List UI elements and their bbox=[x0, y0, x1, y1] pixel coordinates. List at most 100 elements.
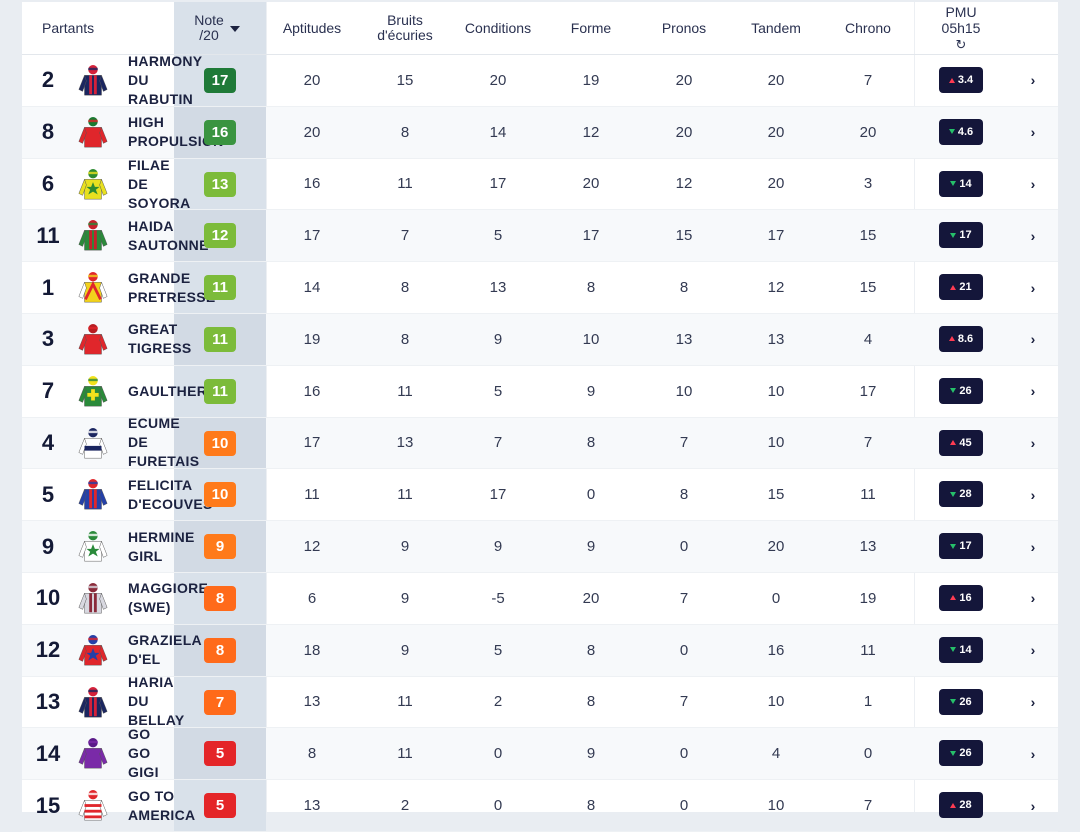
horse-name[interactable]: HARMONY DU RABUTIN bbox=[128, 52, 203, 107]
chevron-right-icon[interactable]: › bbox=[1030, 745, 1036, 762]
horse-name[interactable]: GRANDE PRETRESSE bbox=[128, 269, 216, 305]
horse-name[interactable]: HIGH PROPULSION bbox=[128, 114, 224, 150]
score-aptitudes: 19 bbox=[303, 330, 321, 348]
horse-name[interactable]: HAIDA SAUTONNE bbox=[128, 217, 209, 253]
score-conditions: 14 bbox=[489, 123, 507, 141]
header-tandem[interactable]: Tandem bbox=[751, 19, 801, 36]
score-forme: 17 bbox=[582, 227, 600, 245]
score-tandem: 20 bbox=[767, 123, 785, 141]
table-row[interactable]: 12 GRAZIELA D'EL 8 18 9 5 8 0 16 11 14 › bbox=[22, 624, 1058, 677]
jockey-silk-icon bbox=[76, 322, 110, 358]
chevron-right-icon[interactable]: › bbox=[1030, 279, 1036, 296]
chevron-right-icon[interactable]: › bbox=[1030, 383, 1036, 400]
trend-down-icon bbox=[950, 388, 957, 394]
header-bruits[interactable]: Bruits d'écuries bbox=[358, 2, 452, 54]
score-conditions: 17 bbox=[489, 486, 507, 504]
header-chrono[interactable]: Chrono bbox=[845, 19, 891, 36]
chevron-right-icon[interactable]: › bbox=[1030, 227, 1036, 244]
header-pmu-time: 05h15 bbox=[941, 19, 981, 36]
sort-desc-caret-icon bbox=[230, 26, 240, 32]
score-chrono: 7 bbox=[863, 71, 873, 89]
pmu-odds-value: 4.6 bbox=[957, 125, 974, 138]
score-chrono: 19 bbox=[859, 589, 877, 607]
horse-name[interactable]: ECUME DE FURETAIS bbox=[128, 415, 200, 470]
score-pronos: 7 bbox=[679, 589, 689, 607]
table-row[interactable]: 1 GRANDE PRETRESSE 11 14 8 13 8 8 12 15 21 › bbox=[22, 262, 1058, 314]
horse-name[interactable]: HARIA DU BELLAY bbox=[128, 674, 185, 729]
score-forme: 10 bbox=[582, 330, 600, 348]
runner-number: 1 bbox=[41, 274, 55, 300]
header-note-sort[interactable]: Note /20 bbox=[174, 2, 266, 54]
pmu-odds-value: 14 bbox=[959, 643, 972, 656]
chevron-right-icon[interactable]: › bbox=[1030, 590, 1036, 607]
chevron-right-icon[interactable]: › bbox=[1030, 72, 1036, 89]
horse-name[interactable]: GAULTHER bbox=[128, 382, 208, 399]
score-forme: 12 bbox=[582, 123, 600, 141]
refresh-icon[interactable]: ↻ bbox=[955, 36, 967, 52]
pmu-odds-badge: 14 bbox=[939, 170, 983, 197]
pmu-odds-badge: 4.6 bbox=[939, 118, 983, 145]
chevron-right-icon[interactable]: › bbox=[1030, 642, 1036, 659]
horse-name[interactable]: GREAT TIGRESS bbox=[128, 321, 192, 357]
table-row[interactable]: 13 HARIA DU BELLAY 7 13 11 2 8 7 10 1 26 › bbox=[22, 674, 1058, 729]
pmu-odds-badge: 8.6 bbox=[939, 325, 983, 352]
score-bruits: 9 bbox=[400, 641, 410, 659]
runner-number: 13 bbox=[35, 688, 61, 714]
score-tandem: 15 bbox=[767, 486, 785, 504]
chevron-right-icon[interactable]: › bbox=[1030, 434, 1036, 451]
score-aptitudes: 17 bbox=[303, 227, 321, 245]
score-forme: 8 bbox=[586, 641, 596, 659]
table-row[interactable]: 6 FILAE DE SOYORA 13 16 11 17 20 12 20 3 14 › bbox=[22, 156, 1058, 211]
chevron-right-icon[interactable]: › bbox=[1030, 797, 1036, 814]
runner-number: 8 bbox=[41, 119, 55, 145]
trend-up-icon bbox=[948, 77, 955, 83]
header-forme[interactable]: Forme bbox=[570, 19, 612, 36]
pmu-odds-value: 17 bbox=[959, 229, 972, 242]
table-row[interactable]: 7 GAULTHER 11 16 11 5 9 10 10 17 26 › bbox=[22, 365, 1058, 418]
runner-number: 7 bbox=[41, 378, 55, 404]
pmu-odds-badge: 17 bbox=[939, 222, 983, 249]
table-row[interactable]: 2 HARMONY DU RABUTIN 17 20 15 20 19 20 20 7 3.4 › bbox=[22, 52, 1058, 107]
table-row[interactable]: 15 GO TO AMERICA 5 13 2 0 8 0 10 7 28 › bbox=[22, 780, 1058, 832]
table-row[interactable]: 3 GREAT TIGRESS 11 19 8 9 10 13 13 4 8.6 › bbox=[22, 313, 1058, 366]
table-row[interactable]: 5 FELICITA D'ECOUVES 10 11 11 17 0 8 15 11 28 › bbox=[22, 469, 1058, 522]
note-badge: 10 bbox=[204, 430, 236, 456]
pmu-odds-value: 26 bbox=[959, 384, 972, 397]
score-aptitudes: 6 bbox=[307, 589, 317, 607]
runners-table: Partants Note /20 Aptitudes Bruits d'écu… bbox=[22, 2, 1058, 832]
pmu-odds-value: 28 bbox=[959, 799, 972, 812]
header-bruits-line1: Bruits bbox=[387, 12, 423, 28]
score-bruits: 11 bbox=[397, 693, 413, 711]
score-pronos: 8 bbox=[679, 279, 689, 297]
header-aptitudes[interactable]: Aptitudes bbox=[282, 19, 342, 36]
table-row[interactable]: 8 HIGH PROPULSION 16 20 8 14 12 20 20 20 4.6 › bbox=[22, 106, 1058, 159]
table-row[interactable]: 4 ECUME DE FURETAIS 10 17 13 7 8 7 10 7 45 › bbox=[22, 415, 1058, 470]
table-row[interactable]: 11 HAIDA SAUTONNE 12 17 7 5 17 15 17 15 17 › bbox=[22, 210, 1058, 263]
pmu-odds-value: 26 bbox=[959, 695, 972, 708]
header-pmu[interactable]: PMU 05h15 ↻ bbox=[914, 2, 1008, 54]
score-pronos: 0 bbox=[679, 641, 689, 659]
horse-name[interactable]: FELICITA D'ECOUVES bbox=[128, 476, 213, 512]
table-row[interactable]: 10 MAGGIORE (SWE) 8 6 9 -5 20 7 0 19 16 › bbox=[22, 572, 1058, 625]
header-note-label: Note bbox=[194, 12, 224, 28]
pmu-odds-badge: 45 bbox=[939, 429, 983, 456]
score-aptitudes: 16 bbox=[303, 175, 321, 193]
horse-name[interactable]: MAGGIORE (SWE) bbox=[128, 580, 209, 616]
horse-name[interactable]: FILAE DE SOYORA bbox=[128, 156, 191, 211]
chevron-right-icon[interactable]: › bbox=[1030, 175, 1036, 192]
horse-name[interactable]: GO GO GIGI bbox=[128, 726, 159, 781]
chevron-right-icon[interactable]: › bbox=[1030, 124, 1036, 141]
score-forme: 9 bbox=[586, 538, 596, 556]
score-bruits: 9 bbox=[400, 589, 410, 607]
chevron-right-icon[interactable]: › bbox=[1030, 486, 1036, 503]
header-conditions[interactable]: Conditions bbox=[464, 19, 532, 36]
horse-name[interactable]: HERMINE GIRL bbox=[128, 528, 195, 564]
table-row[interactable]: 9 HERMINE GIRL 9 12 9 9 9 0 20 13 17 › bbox=[22, 521, 1058, 573]
chevron-right-icon[interactable]: › bbox=[1030, 538, 1036, 555]
table-row[interactable]: 14 GO GO GIGI 5 8 11 0 9 0 4 0 26 › bbox=[22, 726, 1058, 781]
header-pronos[interactable]: Pronos bbox=[661, 19, 707, 36]
score-tandem: 12 bbox=[767, 279, 785, 297]
chevron-right-icon[interactable]: › bbox=[1030, 693, 1036, 710]
horse-name[interactable]: GRAZIELA D'EL bbox=[128, 632, 202, 668]
chevron-right-icon[interactable]: › bbox=[1030, 331, 1036, 348]
